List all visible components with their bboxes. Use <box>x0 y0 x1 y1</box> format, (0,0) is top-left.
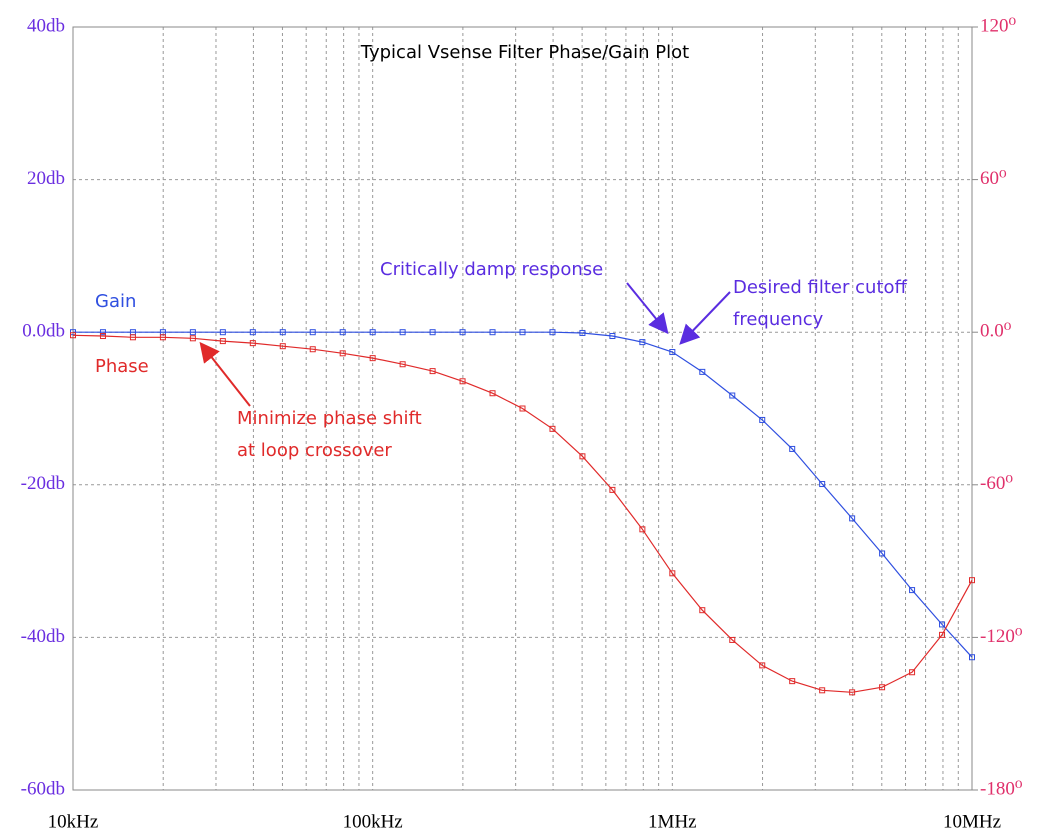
data-point <box>939 621 946 628</box>
data-point <box>969 654 975 661</box>
data-point <box>819 481 826 488</box>
data-point <box>189 335 196 342</box>
data-point <box>159 334 166 341</box>
data-point <box>309 346 316 353</box>
data-point <box>729 636 736 643</box>
data-point <box>909 669 916 676</box>
data-point <box>519 329 526 336</box>
data-point <box>549 329 556 336</box>
data-point <box>969 577 975 584</box>
data-point <box>459 329 466 336</box>
plot-frame <box>72 26 973 791</box>
y2-tick-label: -60⁰ <box>980 473 1013 494</box>
data-point <box>759 662 766 669</box>
grid <box>72 26 973 791</box>
series-line <box>72 334 973 693</box>
data-point <box>549 425 556 432</box>
data-point <box>909 587 916 594</box>
data-point <box>429 368 436 375</box>
data-point <box>99 333 106 340</box>
y-tick-label: -40db <box>21 626 65 647</box>
data-point <box>219 329 226 336</box>
data-point <box>609 486 616 493</box>
data-point <box>369 355 376 362</box>
data-point <box>70 332 76 339</box>
y-tick-label: -60db <box>21 778 65 799</box>
data-point <box>249 340 256 347</box>
data-point <box>579 329 586 336</box>
y-tick-label: 20db <box>27 168 65 189</box>
data-point <box>639 526 646 533</box>
data-point <box>489 390 496 397</box>
annotation-arrow <box>679 291 731 345</box>
data-point <box>309 329 316 336</box>
annotation: Minimize phase shift <box>237 408 422 429</box>
data-point <box>879 684 886 691</box>
data-point <box>279 343 286 350</box>
data-point <box>189 329 196 336</box>
data-point <box>339 329 346 336</box>
x-tick-label: 10MHz <box>943 811 1001 832</box>
y-tick-label: 40db <box>27 15 65 36</box>
y2-tick-label: -180⁰ <box>980 778 1023 799</box>
chart-title: Typical Vsense Filter Phase/Gain Plot <box>360 42 689 63</box>
y2-tick-label: 120⁰ <box>980 15 1017 36</box>
legend-phase: Phase <box>95 356 149 377</box>
data-point <box>129 334 136 341</box>
data-point <box>459 378 466 385</box>
data-point <box>789 445 796 452</box>
data-point <box>399 361 406 368</box>
y2-tick-label: 0.0⁰ <box>980 321 1012 342</box>
data-point <box>369 329 376 336</box>
x-tick-label: 100kHz <box>343 811 403 832</box>
annotation-arrow <box>626 282 669 335</box>
x-tick-label: 1MHz <box>648 811 697 832</box>
data-point <box>879 550 886 557</box>
data-point <box>219 338 226 345</box>
data-point <box>249 329 256 336</box>
data-point <box>639 339 646 346</box>
data-point <box>579 453 586 460</box>
data-point <box>669 349 676 356</box>
data-point <box>279 329 286 336</box>
data-point <box>699 368 706 375</box>
data-point <box>849 689 856 696</box>
data-point <box>609 333 616 340</box>
annotation: frequency <box>733 309 824 330</box>
y-tick-label: 0.0db <box>22 321 65 342</box>
y2-tick-label: -120⁰ <box>980 626 1023 647</box>
series-line <box>73 331 973 658</box>
data-point <box>99 329 106 336</box>
legend-gain: Gain <box>95 291 136 312</box>
data-point <box>849 515 856 522</box>
annotation-arrow <box>199 341 251 407</box>
data-point <box>429 329 436 336</box>
data-point <box>70 329 76 336</box>
data-point <box>939 631 946 638</box>
y-tick-label: -20db <box>21 473 65 494</box>
data-point <box>519 405 526 412</box>
annotation: Critically damp response <box>380 259 603 280</box>
data-point <box>699 607 706 614</box>
data-point <box>339 350 346 357</box>
data-point <box>669 570 676 577</box>
annotation: at loop crossover <box>237 440 392 461</box>
y2-tick-label: 60⁰ <box>980 168 1007 189</box>
data-point <box>759 416 766 423</box>
annotation: Desired filter cutoff <box>733 277 908 298</box>
data-point <box>729 392 736 399</box>
data-point <box>489 329 496 336</box>
x-tick-label: 10kHz <box>48 811 99 832</box>
data-point <box>399 329 406 336</box>
data-point <box>819 687 826 694</box>
data-point <box>789 678 796 685</box>
